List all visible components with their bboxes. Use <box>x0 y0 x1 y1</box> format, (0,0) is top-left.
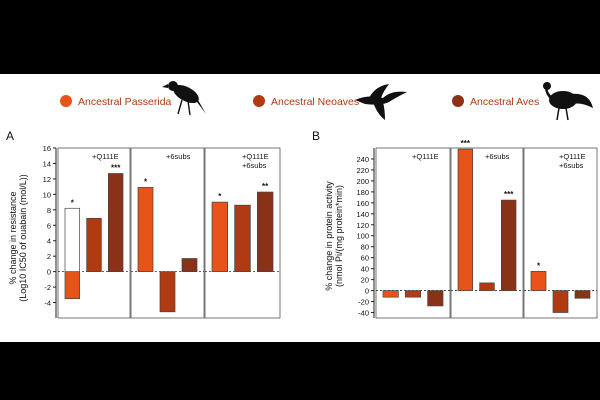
bar-passerida-open <box>64 207 81 272</box>
y-tick-label: 8 <box>47 206 51 215</box>
sig-labels-b: ******* <box>461 139 541 270</box>
y-tick-label: 4 <box>47 237 51 246</box>
group-label: +6subs <box>242 161 267 170</box>
y-tick-label: 0 <box>365 287 369 296</box>
y-tick-label: 120 <box>356 221 369 230</box>
group-label: +6subs <box>166 152 191 161</box>
y-tick-label: 40 <box>361 265 369 274</box>
group-label: +Q111E <box>412 152 439 161</box>
group-label: +Q111E <box>92 152 119 161</box>
bar-passerida <box>137 187 154 272</box>
group-box <box>204 147 281 319</box>
panel-label-b: B <box>312 129 320 143</box>
bar-passerida <box>211 201 229 272</box>
significance-label: * <box>537 261 541 270</box>
group-box <box>523 147 598 319</box>
significance-label: ** <box>262 182 269 191</box>
group-label: +Q111E <box>559 152 586 161</box>
y-tick-label: 2 <box>47 252 51 261</box>
significance-label: * <box>71 198 75 207</box>
songbird-icon <box>162 81 206 116</box>
bar-passerida <box>64 271 81 300</box>
legend-swatch-aves <box>452 95 464 107</box>
significance-label: *** <box>111 164 121 173</box>
bar-neoaves <box>234 204 251 272</box>
chart-panel-a: A % change in resistance (Log10 IC50 of … <box>6 129 281 319</box>
y-tick-label: 14 <box>43 159 51 168</box>
y-tick-label: -20 <box>358 298 369 307</box>
sig-labels-a: ******** <box>71 164 269 208</box>
legend-label-aves: Ancestral Aves <box>470 96 539 108</box>
group-label: +Q111E <box>242 152 269 161</box>
group-box <box>57 147 131 319</box>
y-tick-label: 60 <box>361 254 369 263</box>
bar-neoaves <box>479 282 495 291</box>
bar-passerida <box>457 148 474 291</box>
group-box <box>375 147 451 319</box>
bar-aves <box>574 290 591 299</box>
y-tick-label: 12 <box>43 175 51 184</box>
y-tick-label: 220 <box>356 166 369 175</box>
y-tick-label: -2 <box>44 283 51 292</box>
bar-neoaves <box>86 217 102 272</box>
legend-item-neoaves: Ancestral Neoaves <box>253 84 407 120</box>
legend-label-passerida: Ancestral Passerida <box>78 96 172 108</box>
group-labels-a: +Q111E +6subs +Q111E+6subs <box>92 152 269 170</box>
y-tick-label: 180 <box>356 188 369 197</box>
y-tick-label: 10 <box>43 190 51 199</box>
bar-passerida <box>530 271 547 291</box>
y-ticks-a: -4 -2 0 2 4 6 8 10 12 14 16 <box>43 144 57 318</box>
y-tick-label: 80 <box>361 243 369 252</box>
group-label: +6subs <box>559 161 584 170</box>
bar-aves <box>500 199 517 291</box>
bars-a <box>64 173 274 313</box>
y-ticks-b: -40 -20 0 20 40 60 80 100 120 140 160 180 200 220 240 <box>356 148 375 318</box>
flying-bird-icon <box>355 84 407 120</box>
group-box <box>450 147 524 319</box>
significance-label: *** <box>504 190 514 199</box>
chart-panel-b: B % change in protein activity (nmol Pi/… <box>312 129 598 319</box>
group-labels-b: +Q111E +6subs +Q111E+6subs <box>412 152 586 170</box>
legend-swatch-neoaves <box>253 95 265 107</box>
legend-swatch-passerida <box>60 95 72 107</box>
bar-aves <box>181 258 198 272</box>
y-tick-label: 20 <box>361 276 369 285</box>
bar-neoaves <box>404 290 422 298</box>
legend-item-aves: Ancestral Aves <box>452 82 593 121</box>
y-tick-label: -40 <box>358 309 369 318</box>
y-axis-label-a-line2: (Log10 IC50 of ouabain (mol/L)) <box>18 174 28 302</box>
y-tick-label: 240 <box>356 155 369 164</box>
y-tick-label: 6 <box>47 221 51 230</box>
bar-neoaves <box>552 290 569 313</box>
significance-label: * <box>218 192 222 201</box>
y-axis-label-b-line1: % change in protein activity <box>324 181 334 291</box>
bar-aves <box>427 290 444 307</box>
significance-label: *** <box>461 139 471 148</box>
bar-neoaves <box>159 271 176 313</box>
legend-item-passerida: Ancestral Passerida <box>60 81 206 116</box>
y-tick-label: 16 <box>43 144 51 153</box>
y-tick-label: 140 <box>356 210 369 219</box>
y-tick-label: 100 <box>356 232 369 241</box>
bar-aves <box>107 173 124 272</box>
y-tick-label: -4 <box>44 299 51 308</box>
group-label: +6subs <box>485 152 510 161</box>
galliform-bird-icon <box>543 82 593 121</box>
y-axis-label-a-line1: % change in resistance <box>8 191 18 284</box>
figure-background <box>0 74 600 342</box>
panel-label-a: A <box>6 129 14 143</box>
legend: Ancestral Passerida Ancestral Neoaves An… <box>60 81 593 121</box>
y-tick-label: 160 <box>356 199 369 208</box>
y-tick-label: 200 <box>356 177 369 186</box>
significance-label: * <box>144 177 148 186</box>
y-axis-label-b-line2: (nmol Pi/(mg protein*min) <box>334 185 344 287</box>
bar-aves <box>256 191 274 272</box>
y-tick-label: 0 <box>47 268 51 277</box>
bar-passerida <box>382 290 399 298</box>
group-box <box>130 147 205 319</box>
bars-b <box>382 148 591 313</box>
legend-label-neoaves: Ancestral Neoaves <box>271 96 359 108</box>
